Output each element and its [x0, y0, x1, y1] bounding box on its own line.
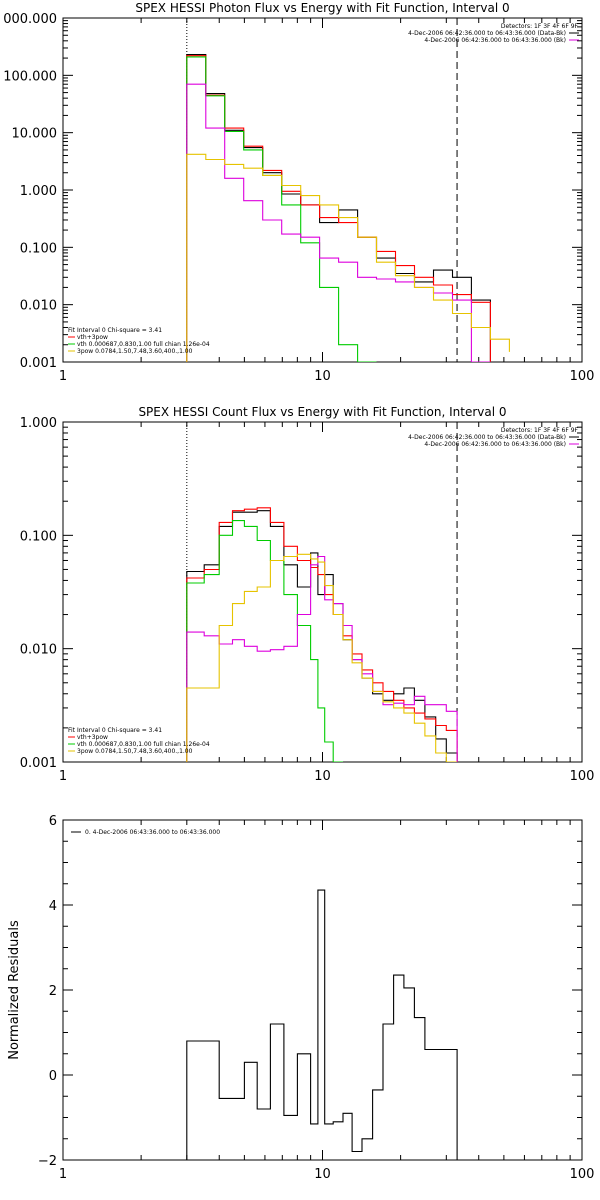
y-tick-label: 1.000 [20, 184, 57, 199]
residuals-panel: Normalized Residuals 1 10 100 −2 0 2 4 6 0. 4-Dec… [7, 814, 594, 1182]
count-series-0 [186, 510, 458, 762]
y-tick-label: 0.100 [20, 529, 57, 544]
y-tick-label: 4 [49, 899, 57, 914]
fit-legend-text: 3pow 0.0784,1.50,7.48,3.60,400.,1.00 [77, 348, 193, 355]
y-axis-label: Normalized Residuals [7, 920, 22, 1060]
fit-legend-text: Fit Interval 0 Chi-square = 3.41 [68, 727, 162, 734]
chart-title: SPEX HESSI Count Flux vs Energy with Fit… [138, 405, 506, 419]
y-tick-label: 0.010 [20, 643, 57, 658]
fit-legend-text: vth+3pow [77, 734, 108, 741]
chart-title: SPEX HESSI Photon Flux vs Energy with Fi… [135, 1, 509, 15]
x-tick-label: 100 [570, 1167, 595, 1182]
x-tick-label: 1 [59, 369, 67, 384]
count-series-4 [186, 553, 458, 762]
fit-legend-text: vth+3pow [77, 334, 108, 341]
y-tick-label: 000.000 [3, 12, 57, 27]
plot-frame [62, 421, 583, 763]
x-tick-label: 10 [314, 369, 331, 384]
residual-series-0 [186, 889, 458, 1160]
y-tick-label: 0.001 [20, 756, 57, 771]
y-tick-label: 0 [49, 1069, 57, 1084]
y-tick-label: 10.000 [12, 127, 58, 142]
x-tick-label: 10 [314, 769, 331, 784]
x-tick-label: 10 [314, 1167, 331, 1182]
y-tick-label: 2 [49, 984, 57, 999]
y-tick-label: 6 [49, 814, 57, 829]
x-tick-label: 1 [59, 1167, 67, 1182]
header-legend-text: 4-Dec-2006 06:42:36.000 to 06:43:36.000 … [408, 434, 566, 441]
header-legend-text: 4-Dec-2006 06:42:36.000 to 06:43:36.000 … [424, 37, 566, 44]
x-tick-label: 100 [570, 369, 595, 384]
residual-legend-text: 0. 4-Dec-2006 06:43:36.000 to 06:43:36.0… [85, 829, 220, 836]
count-series-3 [186, 555, 458, 762]
fit-legend-text: vth 0.000687,0.830,1.00 full chian 1.26e… [77, 741, 210, 748]
photon-series-1 [186, 55, 491, 362]
y-tick-label: 0.001 [20, 356, 57, 371]
count-flux-panel: SPEX HESSI Count Flux vs Energy with Fit… [20, 405, 595, 784]
fit-legend-text: Fit Interval 0 Chi-square = 3.41 [68, 327, 162, 334]
header-legend-text: 4-Dec-2006 06:42:36.000 to 06:43:36.000 … [408, 30, 566, 37]
y-tick-label: 100.000 [3, 69, 57, 84]
y-tick-label: 0.100 [20, 241, 57, 256]
plot-frame [62, 17, 583, 363]
photon-series-4 [186, 153, 510, 362]
count-series-1 [186, 507, 458, 762]
x-tick-label: 1 [59, 769, 67, 784]
header-legend-text: Detectors: 1F 3F 4F 6F 9F [501, 427, 579, 434]
plot-frame [62, 819, 583, 1161]
header-legend-text: 4-Dec-2006 06:42:36.000 to 06:43:36.000 … [424, 441, 566, 448]
fit-legend-text: 3pow 0.0784,1.50,7.48,3.60,400.,1.00 [77, 748, 193, 755]
x-tick-label: 100 [570, 769, 595, 784]
header-legend-text: Detectors: 1F 3F 4F 6F 9F [501, 23, 579, 30]
y-tick-label: −2 [38, 1154, 57, 1169]
fit-legend-text: vth 0.000687,0.830,1.00 full chian 1.26e… [77, 341, 210, 348]
photon-flux-panel: SPEX HESSI Photon Flux vs Energy with Fi… [3, 1, 594, 384]
y-tick-label: 0.010 [20, 299, 57, 314]
y-tick-label: 1.000 [20, 416, 57, 431]
